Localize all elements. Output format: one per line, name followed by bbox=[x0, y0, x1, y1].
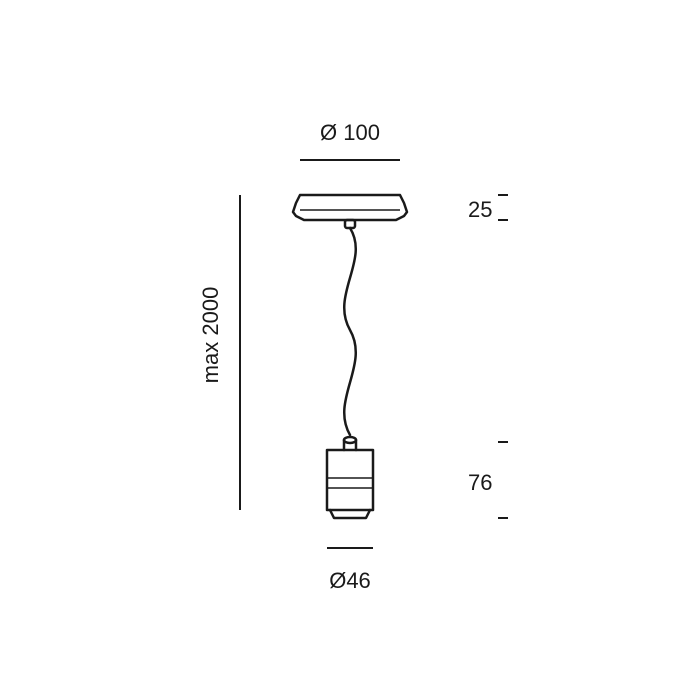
canopy bbox=[293, 195, 407, 220]
label-cable-length: max 2000 bbox=[198, 287, 223, 384]
label-bottom-diameter: Ø46 bbox=[329, 568, 371, 593]
cable bbox=[344, 220, 356, 435]
label-socket-height: 76 bbox=[468, 470, 492, 495]
label-top-diameter: Ø 100 bbox=[320, 120, 380, 145]
socket bbox=[327, 437, 373, 518]
pendant-lamp-diagram: Ø 100 25 max 2000 76 Ø46 bbox=[0, 0, 700, 700]
label-canopy-height: 25 bbox=[468, 197, 492, 222]
